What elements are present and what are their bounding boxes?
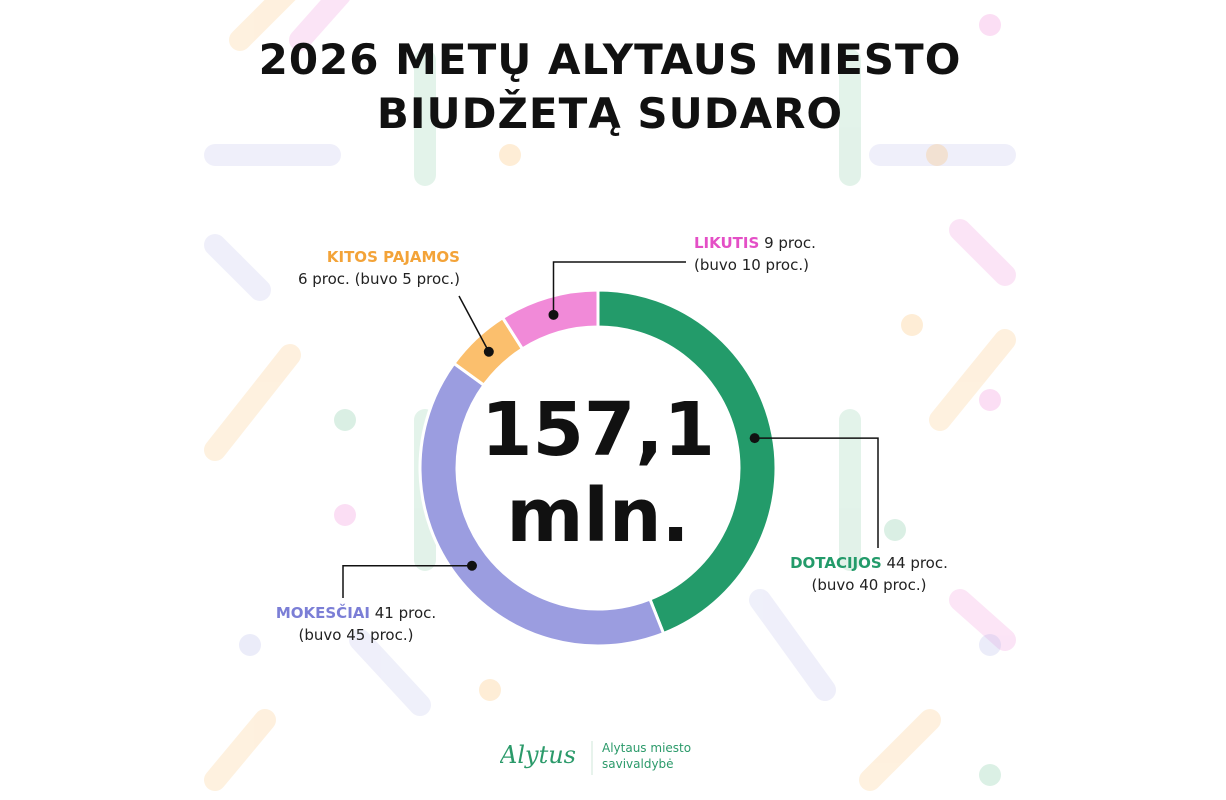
- leader-dot-kitos-pajamos: [483, 346, 494, 357]
- leader-line-kitos-pajamos: [458, 295, 490, 353]
- label-mokesciai: MOKESČIAI 41 proc. (buvo 45 proc.): [266, 602, 446, 646]
- label-dotacijos-percent: 44 proc.: [881, 554, 948, 572]
- slice-dotacijos: [596, 288, 778, 636]
- leader-line-mokesciai: [342, 565, 472, 598]
- alytus-logo: Alytus: [500, 741, 593, 775]
- total-value: 157,1: [480, 387, 716, 473]
- leader-line-likutis: [552, 261, 686, 315]
- label-likutis-category: LIKUTIS: [694, 234, 760, 252]
- label-dotacijos-category: DOTACIJOS: [790, 554, 882, 572]
- label-likutis-percent: 9 proc.: [759, 234, 816, 252]
- label-likutis-previous: (buvo 10 proc.): [694, 256, 809, 274]
- alytus-wordmark: Alytus: [500, 741, 576, 769]
- label-dotacijos-previous: (buvo 40 proc.): [811, 576, 927, 594]
- label-kitos-pajamos: KITOS PAJAMOS 6 proc. (buvo 5 proc.): [230, 246, 460, 290]
- slice-likutis: [500, 288, 600, 352]
- label-kitos-category: KITOS PAJAMOS: [326, 248, 460, 266]
- title-line-1: 2026 METŲ ALYTAUS MIESTO: [258, 35, 962, 84]
- leader-dot-dotacijos: [749, 433, 760, 444]
- logo-text-line-1: Alytaus miesto: [602, 741, 692, 755]
- total-unit: mln.: [506, 473, 690, 559]
- label-kitos-detail: 6 proc. (buvo 5 proc.): [297, 270, 460, 288]
- slice-mokesciai: [418, 361, 666, 648]
- label-dotacijos: DOTACIJOS 44 proc. (buvo 40 proc.): [784, 552, 954, 596]
- label-mokesciai-percent: 41 proc.: [369, 604, 437, 622]
- leader-line-dotacijos: [754, 437, 879, 548]
- leader-dot-mokesciai: [466, 560, 477, 571]
- label-mokesciai-previous: (buvo 45 proc.): [298, 626, 414, 644]
- label-mokesciai-category: MOKESČIAI: [275, 604, 370, 622]
- logo-text-line-2: savivaldybė: [602, 757, 674, 771]
- title-line-2: BIUDŽETĄ SUDARO: [376, 89, 844, 138]
- leader-dot-likutis: [548, 309, 559, 320]
- label-likutis: LIKUTIS 9 proc. (buvo 10 proc.): [694, 232, 816, 276]
